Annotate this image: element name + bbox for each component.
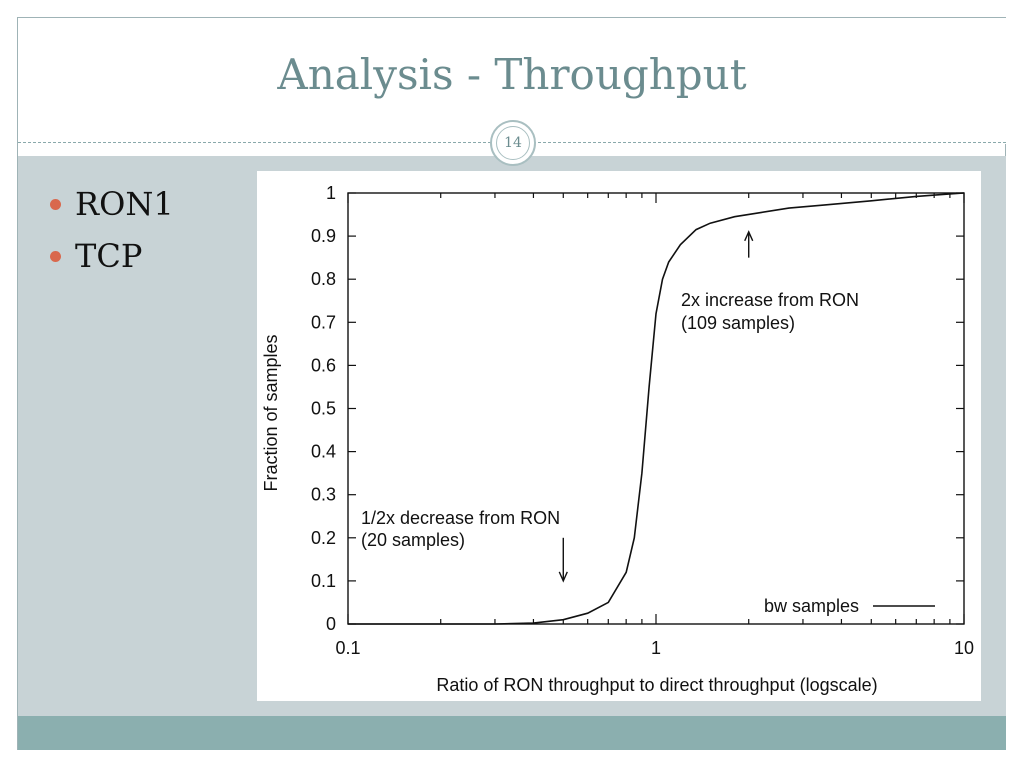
annotation-increase-line1: 2x increase from RON	[681, 290, 859, 310]
y-axis-label: Fraction of samples	[261, 334, 281, 491]
y-tick-label: 0.8	[311, 269, 336, 289]
series-line-bw-samples	[348, 192, 965, 625]
x-tick-label: 10	[954, 638, 974, 658]
annotation-decrease-line1: 1/2x decrease from RON	[361, 508, 560, 528]
page-number-badge: 14	[490, 120, 536, 166]
bullet-list: RON1 TCP	[50, 178, 174, 282]
bullet-text: TCP	[75, 237, 143, 275]
annotation-increase: 2x increase from RON (109 samples)	[681, 290, 859, 333]
chart-axes	[347, 192, 965, 625]
chart-ticks: 0 0.1 0.2 0.3 0.4 0.5 0.6 0.7 0.8 0.9 1 0.1 1 10	[311, 183, 974, 658]
annotation-decrease: 1/2x decrease from RON (20 samples)	[361, 508, 560, 550]
bullet-item: RON1	[50, 178, 174, 230]
annotation-increase-line2: (109 samples)	[681, 313, 795, 333]
x-tick-label: 0.1	[335, 638, 360, 658]
plot-frame	[347, 192, 965, 625]
page-number: 14	[496, 126, 530, 160]
bullet-dot-icon	[50, 250, 61, 262]
bullet-dot-icon	[50, 198, 61, 210]
x-tick-label: 1	[651, 638, 661, 658]
cdf-chart: 0 0.1 0.2 0.3 0.4 0.5 0.6 0.7 0.8 0.9 1 0.1 1 10 Rati…	[261, 183, 974, 695]
annotation-increase-arrow-icon	[744, 230, 754, 258]
y-tick-label: 0	[326, 614, 336, 634]
y-tick-label: 1	[326, 183, 336, 203]
chart-legend: bw samples	[764, 596, 935, 616]
annotation-decrease-arrow-icon	[558, 537, 568, 583]
footer-bar	[18, 716, 1006, 750]
chart-container: 0 0.1 0.2 0.3 0.4 0.5 0.6 0.7 0.8 0.9 1 0.1 1 10 Rati…	[257, 171, 981, 701]
legend-label: bw samples	[764, 596, 859, 616]
bullet-item: TCP	[50, 230, 174, 282]
y-tick-label: 0.7	[311, 312, 336, 332]
bullet-text: RON1	[75, 185, 174, 223]
y-tick-label: 0.2	[311, 528, 336, 548]
y-tick-label: 0.9	[311, 226, 336, 246]
y-tick-label: 0.6	[311, 355, 336, 375]
x-axis-label: Ratio of RON throughput to direct throug…	[436, 675, 877, 695]
annotation-decrease-line2: (20 samples)	[361, 530, 465, 550]
y-tick-label: 0.5	[311, 399, 336, 419]
y-tick-label: 0.1	[311, 571, 336, 591]
slide-title: Analysis - Throughput	[277, 50, 747, 99]
y-tick-label: 0.3	[311, 485, 336, 505]
y-tick-label: 0.4	[311, 442, 336, 462]
